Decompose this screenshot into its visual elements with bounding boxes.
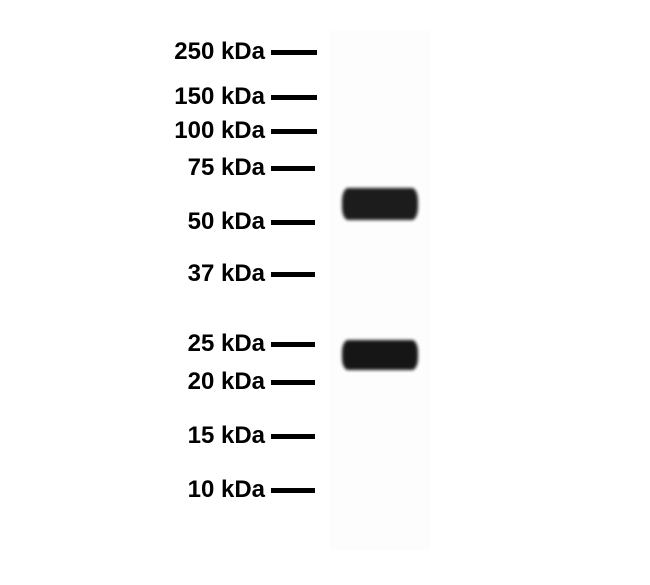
sample-lane (330, 30, 430, 550)
marker-15kda: 15 kDa (110, 424, 330, 448)
marker-tick (271, 342, 315, 347)
marker-label: 250 kDa (110, 38, 265, 66)
marker-label: 75 kDa (110, 154, 265, 182)
marker-label: 15 kDa (110, 422, 265, 450)
marker-tick (271, 488, 315, 493)
marker-20kda: 20 kDa (110, 370, 330, 394)
protein-band-upper (342, 188, 418, 220)
marker-75kda: 75 kDa (110, 156, 330, 180)
marker-label: 150 kDa (110, 83, 265, 111)
marker-label: 10 kDa (110, 476, 265, 504)
marker-tick (271, 220, 315, 225)
marker-37kda: 37 kDa (110, 262, 330, 286)
marker-tick (271, 434, 315, 439)
marker-label: 20 kDa (110, 368, 265, 396)
marker-tick (271, 50, 317, 55)
marker-50kda: 50 kDa (110, 210, 330, 234)
marker-10kda: 10 kDa (110, 478, 330, 502)
marker-label: 100 kDa (110, 117, 265, 145)
marker-label: 50 kDa (110, 208, 265, 236)
marker-tick (271, 95, 317, 100)
marker-150kda: 150 kDa (110, 85, 330, 109)
marker-tick (271, 272, 315, 277)
marker-100kda: 100 kDa (110, 119, 330, 143)
molecular-weight-ladder: 250 kDa 150 kDa 100 kDa 75 kDa 50 kDa 37… (110, 30, 330, 550)
marker-25kda: 25 kDa (110, 332, 330, 356)
marker-tick (271, 129, 317, 134)
western-blot-figure: 250 kDa 150 kDa 100 kDa 75 kDa 50 kDa 37… (110, 30, 550, 550)
marker-tick (271, 380, 315, 385)
marker-label: 37 kDa (110, 260, 265, 288)
marker-250kda: 250 kDa (110, 40, 330, 64)
protein-band-lower (342, 340, 418, 370)
marker-tick (271, 166, 315, 171)
marker-label: 25 kDa (110, 330, 265, 358)
